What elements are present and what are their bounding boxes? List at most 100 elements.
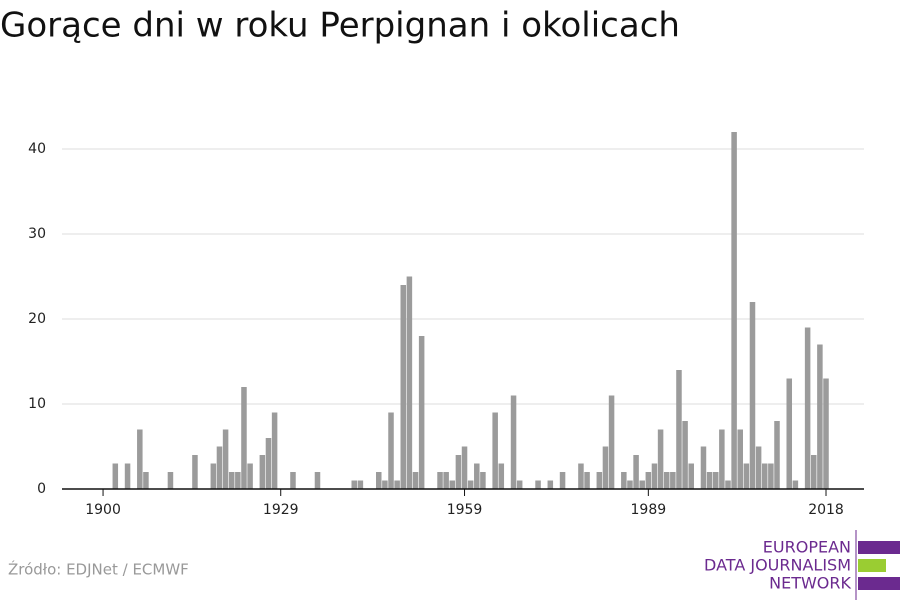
- bar: [143, 472, 149, 489]
- bar: [137, 429, 143, 489]
- bar: [498, 463, 505, 489]
- bar: [608, 395, 615, 489]
- bar: [719, 429, 725, 489]
- bar: [639, 480, 645, 489]
- bar: [547, 480, 554, 489]
- bar: [124, 463, 131, 489]
- y-tick-label: 10: [28, 396, 46, 412]
- bar: [510, 395, 517, 489]
- bar: [235, 472, 241, 489]
- bar: [167, 472, 174, 489]
- bar: [351, 480, 358, 489]
- y-tick-label: 20: [28, 311, 46, 327]
- bar: [645, 472, 652, 489]
- bar: [443, 472, 449, 489]
- bar: [375, 472, 382, 489]
- logo-bar: [858, 541, 900, 554]
- x-tick-label: 1989: [631, 502, 667, 518]
- bar: [768, 463, 774, 489]
- bar: [688, 463, 694, 489]
- bar: [823, 378, 829, 489]
- y-tick-label: 0: [37, 481, 46, 497]
- bar: [437, 472, 443, 489]
- bar: [228, 472, 235, 489]
- logo-text: NETWORK: [769, 574, 851, 593]
- bar: [627, 480, 633, 489]
- bar: [271, 412, 278, 489]
- bar: [449, 480, 456, 489]
- bar: [418, 336, 425, 489]
- logo-text: DATA JOURNALISM: [704, 556, 851, 575]
- bar: [412, 472, 419, 489]
- bar: [314, 472, 321, 489]
- bar: [222, 429, 229, 489]
- bar: [210, 463, 217, 489]
- bar: [290, 472, 296, 489]
- bar: [265, 438, 272, 489]
- bar: [584, 472, 590, 489]
- bar: [559, 472, 566, 489]
- bar: [651, 463, 658, 489]
- bar: [247, 463, 253, 489]
- bar: [621, 472, 627, 489]
- y-tick-label: 40: [28, 141, 46, 157]
- chart-title: Gorące dni w roku Perpignan i okolicach: [0, 6, 680, 46]
- bar: [676, 370, 682, 489]
- bar: [761, 463, 768, 489]
- bar: [774, 421, 780, 489]
- bar: [712, 472, 719, 489]
- bar: [731, 132, 737, 489]
- x-tick-label: 1959: [447, 502, 483, 518]
- bar: [535, 480, 541, 489]
- x-tick-label: 2018: [808, 502, 844, 518]
- bar: [241, 387, 247, 489]
- bar: [192, 455, 198, 489]
- bar: [112, 463, 119, 489]
- bar: [670, 472, 676, 489]
- bar: [388, 412, 394, 489]
- bar: [792, 480, 799, 489]
- logo: EUROPEAN DATA JOURNALISM NETWORK: [704, 530, 900, 600]
- bar: [400, 285, 407, 489]
- bar: [706, 472, 713, 489]
- bar: [749, 302, 756, 489]
- bar: [663, 472, 670, 489]
- bar: [602, 446, 609, 489]
- bar: [382, 480, 388, 489]
- bar: [786, 378, 793, 489]
- bar: [755, 446, 762, 489]
- x-tick-label: 1900: [85, 502, 121, 518]
- bar: [811, 455, 817, 489]
- logo-bar: [858, 559, 886, 572]
- bar: [216, 446, 223, 489]
- bar: [492, 412, 498, 489]
- bar: [657, 429, 664, 489]
- y-tick-label: 30: [28, 226, 46, 242]
- bar: [817, 344, 823, 489]
- x-tick-label: 1929: [263, 502, 299, 518]
- bar: [725, 480, 731, 489]
- logo-text: EUROPEAN: [763, 538, 851, 557]
- bar: [737, 429, 743, 489]
- bar: [467, 480, 474, 489]
- logo-bar: [858, 577, 900, 590]
- bar: [743, 463, 750, 489]
- bar: [596, 472, 603, 489]
- bar: [259, 455, 266, 489]
- bar: [461, 446, 468, 489]
- bar: [700, 446, 707, 489]
- bar: [394, 480, 400, 489]
- bar: [474, 463, 480, 489]
- bar: [804, 327, 811, 489]
- bar: [682, 421, 688, 489]
- bar: [516, 480, 523, 489]
- bar: [480, 472, 486, 489]
- bar: [455, 455, 462, 489]
- bar: [406, 276, 413, 489]
- bar: [357, 480, 364, 489]
- bar: [578, 463, 584, 489]
- bar: [633, 455, 639, 489]
- source: Źródło: EDJNet / ECMWF: [8, 560, 189, 579]
